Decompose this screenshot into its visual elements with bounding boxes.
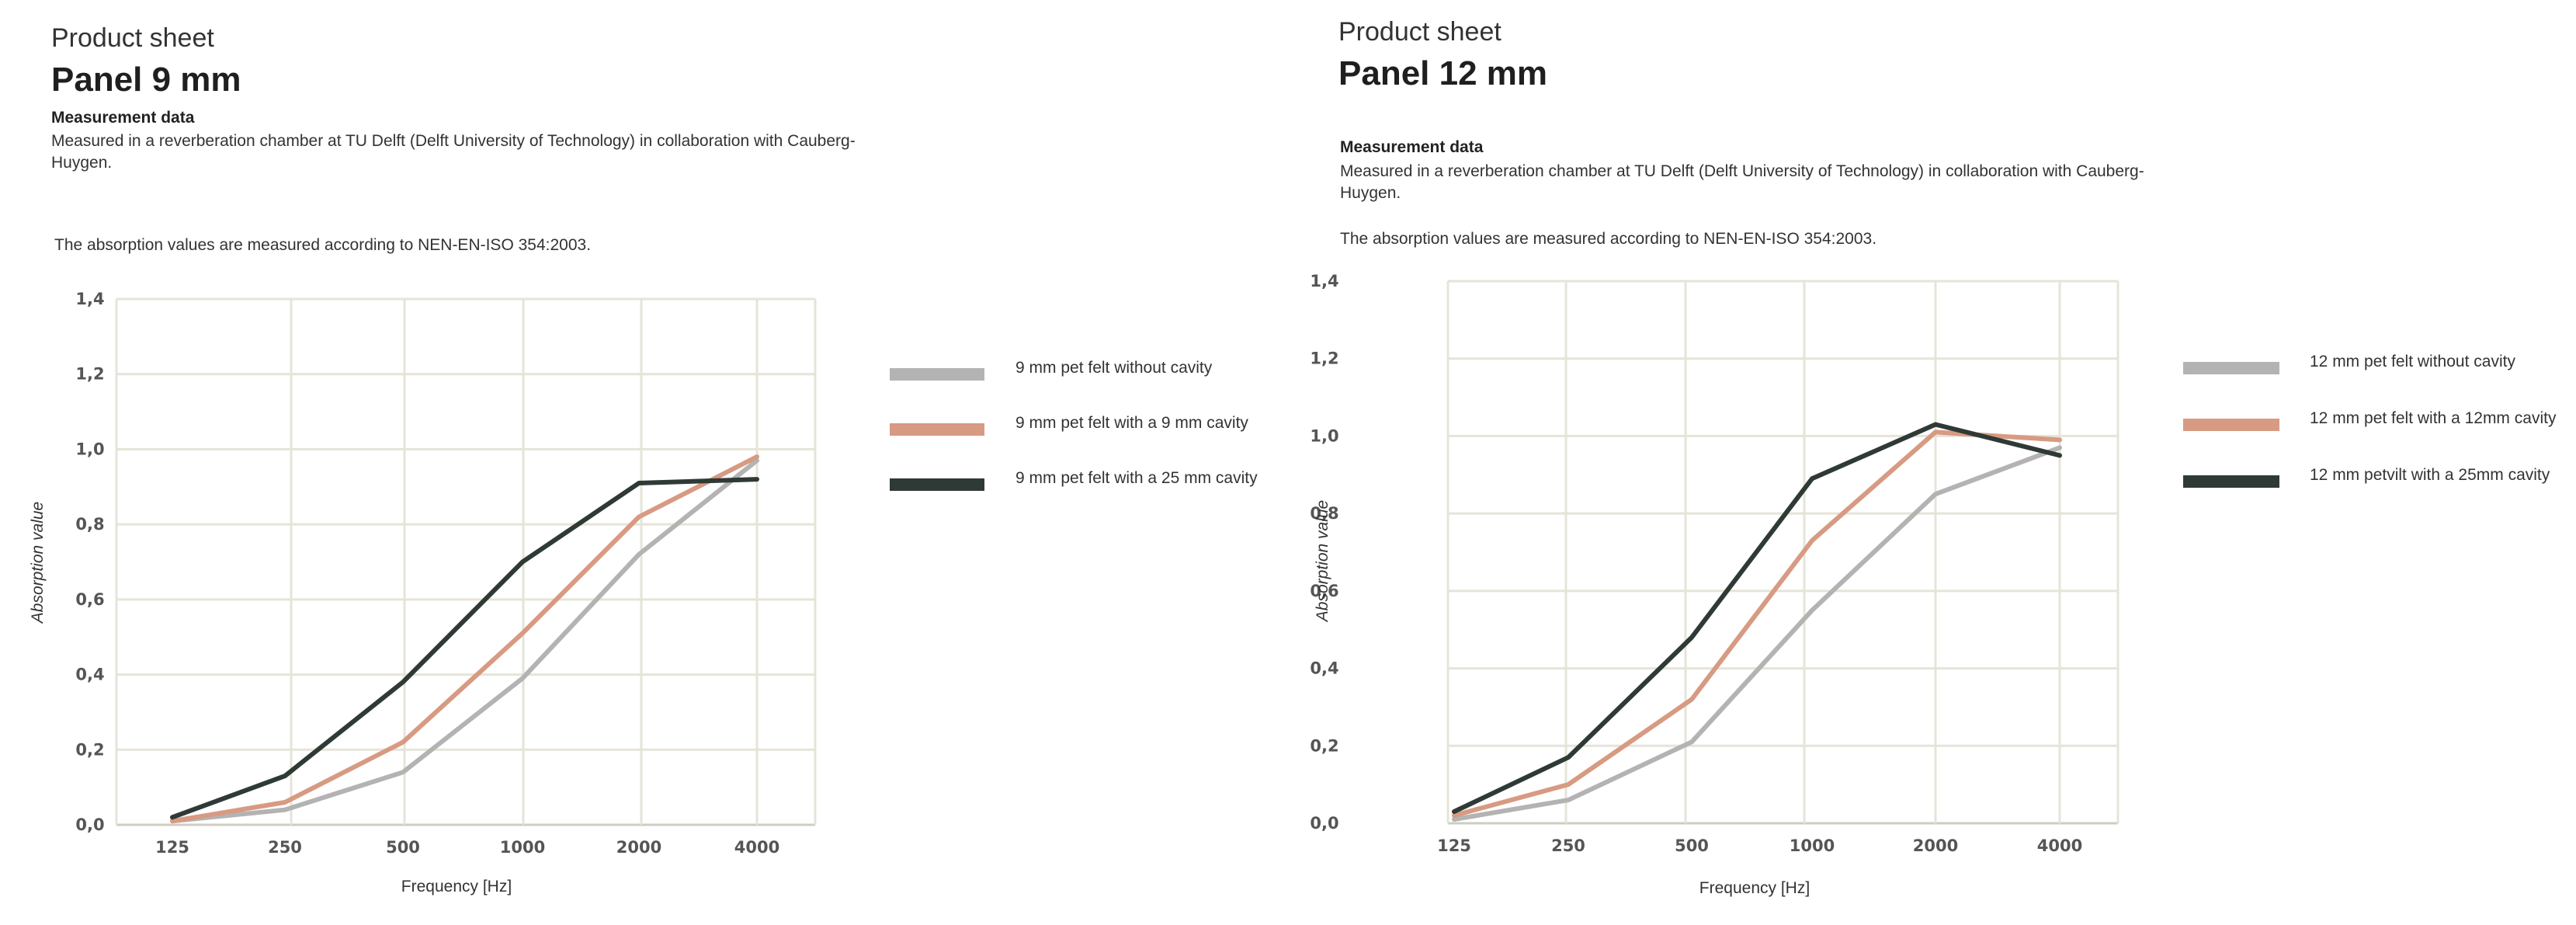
sheet-title: Panel 9 mm [51,61,241,99]
measurement-heading: Measurement data [1340,138,1484,156]
y-tick-label: 0,6 [75,590,104,609]
x-tick-label: 500 [1675,836,1709,855]
legend-label-3: 12 mm petvilt with a 25mm cavity [2310,466,2550,484]
x-tick-label: 2000 [616,838,661,857]
y-tick-label: 1,0 [75,440,104,458]
standard-note: The absorption values are measured accor… [1340,230,1877,248]
x-tick-label: 500 [386,838,420,857]
series-line-1 [170,457,759,824]
x-tick-label: 1000 [500,838,545,857]
standard-note: The absorption values are measured accor… [54,236,592,254]
absorption-chart-12mm: 0,0 0,2 0,4 0,6 0,8 1,0 1,2 1,4 125 250 500 1000 200… [1310,272,2557,897]
measurement-heading: Measurement data [51,109,195,127]
y-tick-label: 0,4 [75,666,104,684]
x-tick-label: 125 [155,838,189,857]
legend-label-2: 9 mm pet felt with a 9 mm cavity [1015,414,1248,432]
legend-label-1: 12 mm pet felt without cavity [2310,353,2515,370]
x-tick-label: 1000 [1790,836,1835,855]
series-line-3 [1452,422,2062,814]
y-tick-label: 0,0 [75,815,104,834]
x-tick-label: 4000 [2037,836,2082,855]
x-tick-label: 4000 [734,838,779,857]
x-tick-label: 250 [268,838,302,857]
y-tick-label: 0,2 [75,740,104,759]
series-line-2 [1452,429,2062,818]
x-axis-label: Frequency [Hz] [401,878,512,895]
legend-label-1: 9 mm pet felt without cavity [1015,359,1213,377]
measurement-description: Measured in a reverberation chamber at T… [1340,162,2144,202]
series-line-2 [170,454,759,824]
product-sheet-9mm: Product sheet Panel 9 mm Measurement dat… [29,23,1258,895]
y-tick-label: 0,4 [1310,659,1338,678]
y-tick-label: 1,4 [75,290,104,308]
y-tick-label: 0,0 [1310,814,1338,833]
y-tick-label: 1,2 [75,365,104,384]
sheet-title: Panel 12 mm [1338,54,1548,92]
measurement-description: Measured in a reverberation chamber at T… [51,132,856,172]
chart-legend: 9 mm pet felt without cavity 9 mm pet fel… [890,359,1258,491]
legend-label-2: 12 mm pet felt with a 12mm cavity [2310,409,2557,427]
y-axis-label: Absorption value [29,502,47,624]
y-tick-label: 0,6 [1310,582,1338,600]
chart-grid [1446,280,2119,825]
x-axis-label: Frequency [Hz] [1699,879,1810,897]
x-tick-label: 250 [1551,836,1585,855]
y-tick-label: 1,0 [1310,426,1338,445]
product-sheet-12mm: Product sheet Panel 12 mm Measurement da… [1289,0,2576,925]
y-axis-label: Absorption value [1314,500,1331,623]
absorption-chart-9mm: 0,0 0,2 0,4 0,6 0,8 1,0 1,2 1,4 125 250 500 1000 200… [29,290,1258,895]
chart-grid [115,297,817,826]
series-line-1 [1452,445,2062,822]
y-tick-label: 1,4 [1310,272,1338,290]
legend-label-3: 9 mm pet felt with a 25 mm cavity [1015,469,1258,487]
y-tick-label: 0,8 [1310,504,1338,523]
chart-legend: 12 mm pet felt without cavity 12 mm pet f… [2183,353,2557,488]
x-tick-label: 2000 [1913,836,1958,855]
x-tick-label: 125 [1437,836,1471,855]
y-tick-label: 0,2 [1310,736,1338,755]
series-line-3 [170,477,759,820]
y-tick-label: 0,8 [75,515,104,534]
sheet-overline: Product sheet [1338,17,1502,47]
y-tick-label: 1,2 [1310,349,1338,368]
sheet-overline: Product sheet [51,23,214,53]
